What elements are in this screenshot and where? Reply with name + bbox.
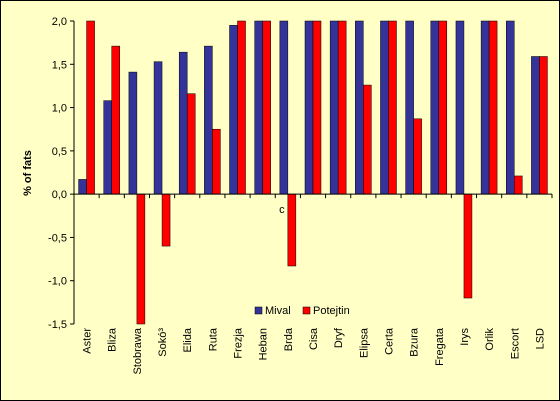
bar-potejtin-17 bbox=[514, 175, 523, 195]
bar-potejtin-12 bbox=[388, 20, 397, 195]
bar-mival-14 bbox=[430, 20, 440, 195]
bar-potejtin-14 bbox=[438, 20, 448, 195]
bar-potejtin-7 bbox=[262, 20, 271, 195]
bar-mival-16 bbox=[480, 20, 490, 195]
bar-mival-9 bbox=[304, 20, 314, 195]
x-tick-label: LSD bbox=[534, 328, 546, 349]
x-tick-label: Bliza bbox=[107, 327, 119, 352]
x-tick-label: Elida bbox=[182, 327, 194, 352]
bar-mival-1 bbox=[103, 100, 112, 195]
y-tick-label: 1,5 bbox=[52, 59, 67, 71]
annotation-label: c bbox=[279, 204, 285, 216]
bar-mival-7 bbox=[254, 20, 263, 195]
bar-mival-10 bbox=[329, 20, 339, 195]
x-tick-label: Certa bbox=[383, 327, 395, 355]
x-tick-label: Brda bbox=[283, 327, 295, 351]
bar-potejtin-4 bbox=[186, 93, 196, 195]
legend: Mival Potejtin bbox=[254, 305, 350, 317]
bar-mival-15 bbox=[455, 20, 465, 195]
x-tick-label: Aster bbox=[82, 328, 94, 354]
bar-potejtin-5 bbox=[212, 128, 221, 195]
y-tick-label: -0,5 bbox=[48, 232, 67, 244]
y-tick-label: -1,0 bbox=[48, 276, 67, 288]
x-tick-label: Bzura bbox=[409, 327, 421, 357]
bar-potejtin-2 bbox=[136, 193, 146, 325]
x-tick-label: Sokó³ bbox=[157, 328, 169, 357]
y-tick-label: -1,5 bbox=[48, 319, 67, 331]
bar-potejtin-8 bbox=[287, 193, 297, 267]
x-tick-label: Frezja bbox=[233, 327, 245, 358]
x-tick-label: Cisa bbox=[308, 327, 320, 350]
legend-swatch-mival bbox=[254, 306, 263, 315]
y-tick-label: 1,0 bbox=[52, 103, 67, 115]
bar-potejtin-1 bbox=[111, 45, 120, 195]
y-tick-label: 0,0 bbox=[52, 189, 67, 201]
legend-label-potejtin: Potejtin bbox=[313, 305, 350, 317]
bar-mival-5 bbox=[204, 45, 213, 195]
bar-mival-4 bbox=[178, 51, 188, 195]
bar-potejtin-13 bbox=[413, 118, 422, 195]
x-tick-label: Stobrawa bbox=[132, 327, 144, 374]
bar-mival-17 bbox=[506, 20, 515, 195]
legend-label-mival: Mival bbox=[265, 305, 291, 317]
bar-potejtin-3 bbox=[161, 193, 171, 247]
bar-mival-13 bbox=[405, 20, 414, 195]
bar-mival-12 bbox=[380, 20, 389, 195]
bar-potejtin-11 bbox=[363, 84, 372, 195]
y-tick-label: 2,0 bbox=[52, 16, 67, 28]
bar-potejtin-15 bbox=[463, 193, 473, 299]
bar-potejtin-16 bbox=[488, 20, 498, 195]
bar-potejtin-10 bbox=[337, 20, 347, 195]
x-tick-label: Irys bbox=[459, 328, 471, 346]
y-axis-label: % of fats bbox=[22, 150, 34, 196]
bar-potejtin-0 bbox=[86, 20, 95, 195]
bar-potejtin-18 bbox=[539, 56, 548, 195]
bar-mival-3 bbox=[153, 61, 163, 195]
x-tick-label: Escort bbox=[509, 328, 521, 359]
bar-mival-2 bbox=[128, 71, 138, 195]
x-tick-label: Dryf bbox=[333, 327, 345, 348]
bar-mival-8 bbox=[279, 20, 289, 195]
bar-mival-6 bbox=[229, 25, 238, 195]
bar-potejtin-6 bbox=[237, 20, 246, 195]
legend-swatch-potejtin bbox=[302, 306, 311, 315]
bar-mival-11 bbox=[355, 20, 364, 195]
y-tick-label: 0,5 bbox=[52, 146, 67, 158]
bar-potejtin-9 bbox=[312, 20, 322, 195]
x-tick-label: Orlik bbox=[484, 328, 496, 351]
x-tick-label: Fregata bbox=[434, 327, 446, 366]
x-tick-label: Heban bbox=[258, 328, 270, 360]
bar-mival-0 bbox=[78, 179, 87, 195]
bar-mival-18 bbox=[531, 56, 540, 195]
x-tick-label: Elipsa bbox=[358, 327, 370, 358]
x-tick-label: Ruta bbox=[207, 327, 219, 351]
